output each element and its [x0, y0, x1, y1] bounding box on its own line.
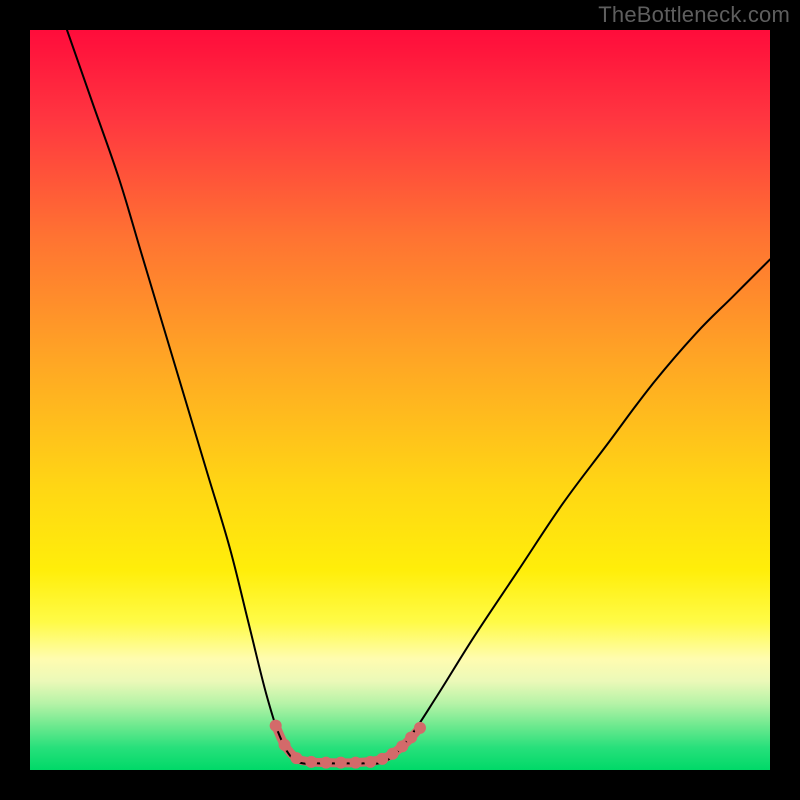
- curve-marker: [405, 731, 417, 743]
- curve-marker: [414, 722, 426, 734]
- curve-marker: [350, 757, 362, 769]
- bottleneck-curve-chart: [30, 30, 770, 770]
- chart-background: [30, 30, 770, 770]
- chart-area: [30, 30, 770, 770]
- curve-marker: [396, 740, 408, 752]
- curve-marker: [387, 748, 399, 760]
- curve-marker: [305, 756, 317, 768]
- outer-frame: TheBottleneck.com: [0, 0, 800, 800]
- curve-marker: [335, 757, 347, 769]
- curve-marker: [320, 757, 332, 769]
- curve-marker: [279, 739, 291, 751]
- curve-marker: [270, 720, 282, 732]
- watermark-text: TheBottleneck.com: [598, 2, 790, 28]
- curve-marker: [290, 752, 302, 764]
- curve-marker: [364, 756, 376, 768]
- curve-marker: [376, 753, 388, 765]
